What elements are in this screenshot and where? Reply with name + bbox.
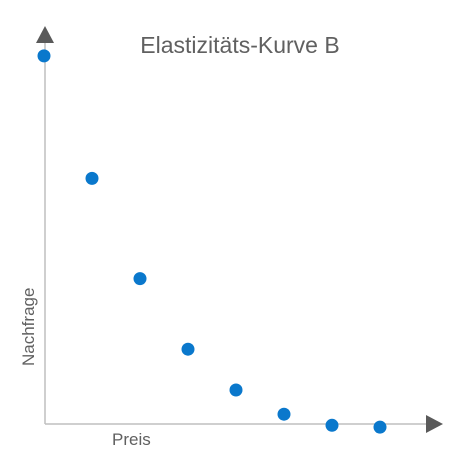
data-point-5 xyxy=(229,383,243,397)
data-point-2 xyxy=(85,171,99,185)
x-axis-arrow-icon xyxy=(426,415,443,433)
data-point-6 xyxy=(277,407,291,421)
y-axis-label: Nachfrage xyxy=(19,288,38,366)
data-point-7 xyxy=(325,418,339,432)
data-point-1 xyxy=(37,49,51,63)
y-axis-arrow-icon xyxy=(36,26,54,43)
x-axis-label: Preis xyxy=(112,430,151,449)
data-point-8 xyxy=(373,420,387,434)
chart-title: Elastizitäts-Kurve B xyxy=(140,32,339,58)
data-points xyxy=(37,49,387,434)
data-point-3 xyxy=(133,272,147,286)
data-point-4 xyxy=(181,342,195,356)
